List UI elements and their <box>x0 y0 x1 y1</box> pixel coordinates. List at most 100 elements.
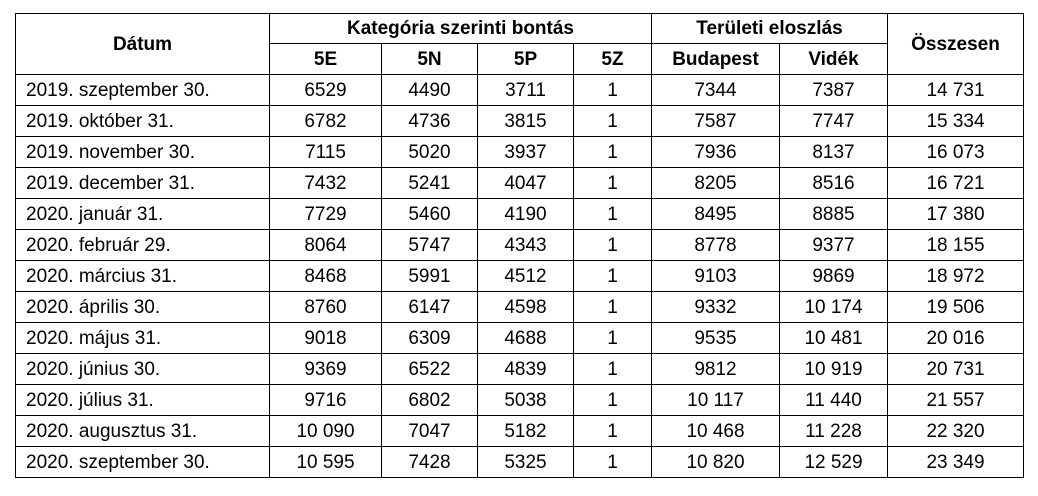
header-row-columns: 5E 5N 5P 5Z Budapest Vidék <box>16 43 1024 75</box>
cell-total: 21 557 <box>887 384 1024 416</box>
cell-date: 2019. október 31. <box>15 105 270 137</box>
cell-5e: 7115 <box>269 136 382 168</box>
cell-5e: 8064 <box>269 229 382 261</box>
cell-5n: 7428 <box>381 446 478 478</box>
cell-date: 2020. június 30. <box>15 353 270 385</box>
cell-date: 2020. május 31. <box>15 322 270 354</box>
cell-date: 2019. november 30. <box>15 136 270 168</box>
cell-videk: 11 228 <box>779 415 888 447</box>
cell-total: 14 731 <box>887 74 1024 106</box>
cell-5n: 5241 <box>381 167 478 199</box>
cell-5p: 5038 <box>477 384 574 416</box>
cell-date: 2020. január 31. <box>15 198 270 230</box>
cell-videk: 10 174 <box>779 291 888 323</box>
table-row: 2020. február 29. 8064 5747 4343 1 8778 9377 18… <box>15 229 1024 261</box>
cell-videk: 12 529 <box>779 446 888 478</box>
cell-total: 19 506 <box>887 291 1024 323</box>
cell-5n: 6309 <box>381 322 478 354</box>
cell-budapest: 7344 <box>651 74 780 106</box>
cell-budapest: 9332 <box>651 291 780 323</box>
cell-videk: 9869 <box>779 260 888 292</box>
cell-budapest: 10 468 <box>651 415 780 447</box>
cell-5e: 8760 <box>269 291 382 323</box>
header-total: Összesen <box>887 13 1024 75</box>
header-date: Dátum <box>15 13 270 75</box>
cell-date: 2019. december 31. <box>15 167 270 199</box>
table-row: 2019. december 31. 7432 5241 4047 1 8205 8516 1… <box>15 167 1024 199</box>
cell-videk: 8137 <box>779 136 888 168</box>
header-category-group: Kategória szerinti bontás <box>269 13 652 44</box>
table-row: 2019. szeptember 30. 6529 4490 3711 1 7344 738… <box>15 74 1024 106</box>
data-table-container: Dátum Kategória szerinti bontás Területi… <box>15 13 1024 478</box>
header-row-groups: Dátum Kategória szerinti bontás Területi… <box>15 13 1024 75</box>
cell-5e: 7432 <box>269 167 382 199</box>
table-row: 2020. augusztus 31. 10 090 7047 5182 1 10 468… <box>15 415 1024 447</box>
header-budapest: Budapest <box>651 43 780 75</box>
cell-5p: 3711 <box>477 74 574 106</box>
header-5z: 5Z <box>573 43 652 75</box>
cell-5n: 5020 <box>381 136 478 168</box>
cell-5n: 6147 <box>381 291 478 323</box>
cell-5p: 4047 <box>477 167 574 199</box>
cell-5z: 1 <box>573 229 652 261</box>
cell-videk: 11 440 <box>779 384 888 416</box>
cell-videk: 10 919 <box>779 353 888 385</box>
cell-5z: 1 <box>573 415 652 447</box>
cell-budapest: 8205 <box>651 167 780 199</box>
cell-5z: 1 <box>573 322 652 354</box>
cell-5z: 1 <box>573 198 652 230</box>
cell-5e: 7729 <box>269 198 382 230</box>
cell-5n: 6802 <box>381 384 478 416</box>
cell-5p: 4839 <box>477 353 574 385</box>
cell-5e: 9018 <box>269 322 382 354</box>
cell-5p: 4512 <box>477 260 574 292</box>
cell-videk: 8885 <box>779 198 888 230</box>
cell-5n: 7047 <box>381 415 478 447</box>
cell-5p: 3937 <box>477 136 574 168</box>
cell-budapest: 8495 <box>651 198 780 230</box>
header-5n: 5N <box>381 43 478 75</box>
cell-5e: 9369 <box>269 353 382 385</box>
cell-5z: 1 <box>573 446 652 478</box>
header-videk: Vidék <box>779 43 888 75</box>
header-5e: 5E <box>269 43 382 75</box>
cell-5p: 4688 <box>477 322 574 354</box>
cell-date: 2020. augusztus 31. <box>15 415 270 447</box>
table-row: 2020. május 31. 9018 6309 4688 1 9535 10 481 20… <box>15 322 1024 354</box>
cell-budapest: 7936 <box>651 136 780 168</box>
cell-date: 2020. február 29. <box>15 229 270 261</box>
cell-budapest: 7587 <box>651 105 780 137</box>
cell-total: 18 972 <box>887 260 1024 292</box>
cell-total: 20 731 <box>887 353 1024 385</box>
table-row: 2019. október 31. 6782 4736 3815 1 7587 7747 15… <box>15 105 1024 137</box>
cell-5z: 1 <box>573 353 652 385</box>
cell-5p: 4343 <box>477 229 574 261</box>
cell-5p: 5182 <box>477 415 574 447</box>
cell-budapest: 9535 <box>651 322 780 354</box>
cell-budapest: 10 820 <box>651 446 780 478</box>
cell-budapest: 8778 <box>651 229 780 261</box>
table-row: 2020. június 30. 9369 6522 4839 1 9812 10 919 2… <box>15 353 1024 385</box>
cell-videk: 9377 <box>779 229 888 261</box>
cell-5n: 5460 <box>381 198 478 230</box>
cell-budapest: 10 117 <box>651 384 780 416</box>
table-row: 2020. április 30. 8760 6147 4598 1 9332 10 174… <box>15 291 1024 323</box>
table-row: 2019. november 30. 7115 5020 3937 1 7936 8137 1… <box>15 136 1024 168</box>
header-region-group: Területi eloszlás <box>651 13 888 44</box>
cell-total: 18 155 <box>887 229 1024 261</box>
cell-5z: 1 <box>573 291 652 323</box>
cell-5p: 4190 <box>477 198 574 230</box>
cell-total: 23 349 <box>887 446 1024 478</box>
table-body: 2019. szeptember 30. 6529 4490 3711 1 7344 738… <box>15 74 1024 478</box>
cell-total: 16 073 <box>887 136 1024 168</box>
cell-date: 2020. szeptember 30. <box>15 446 270 478</box>
cell-5e: 6529 <box>269 74 382 106</box>
cell-5e: 6782 <box>269 105 382 137</box>
cell-date: 2019. szeptember 30. <box>15 74 270 106</box>
cell-total: 22 320 <box>887 415 1024 447</box>
cell-total: 20 016 <box>887 322 1024 354</box>
cell-5p: 4598 <box>477 291 574 323</box>
cell-videk: 7747 <box>779 105 888 137</box>
cell-5z: 1 <box>573 74 652 106</box>
cell-5p: 3815 <box>477 105 574 137</box>
